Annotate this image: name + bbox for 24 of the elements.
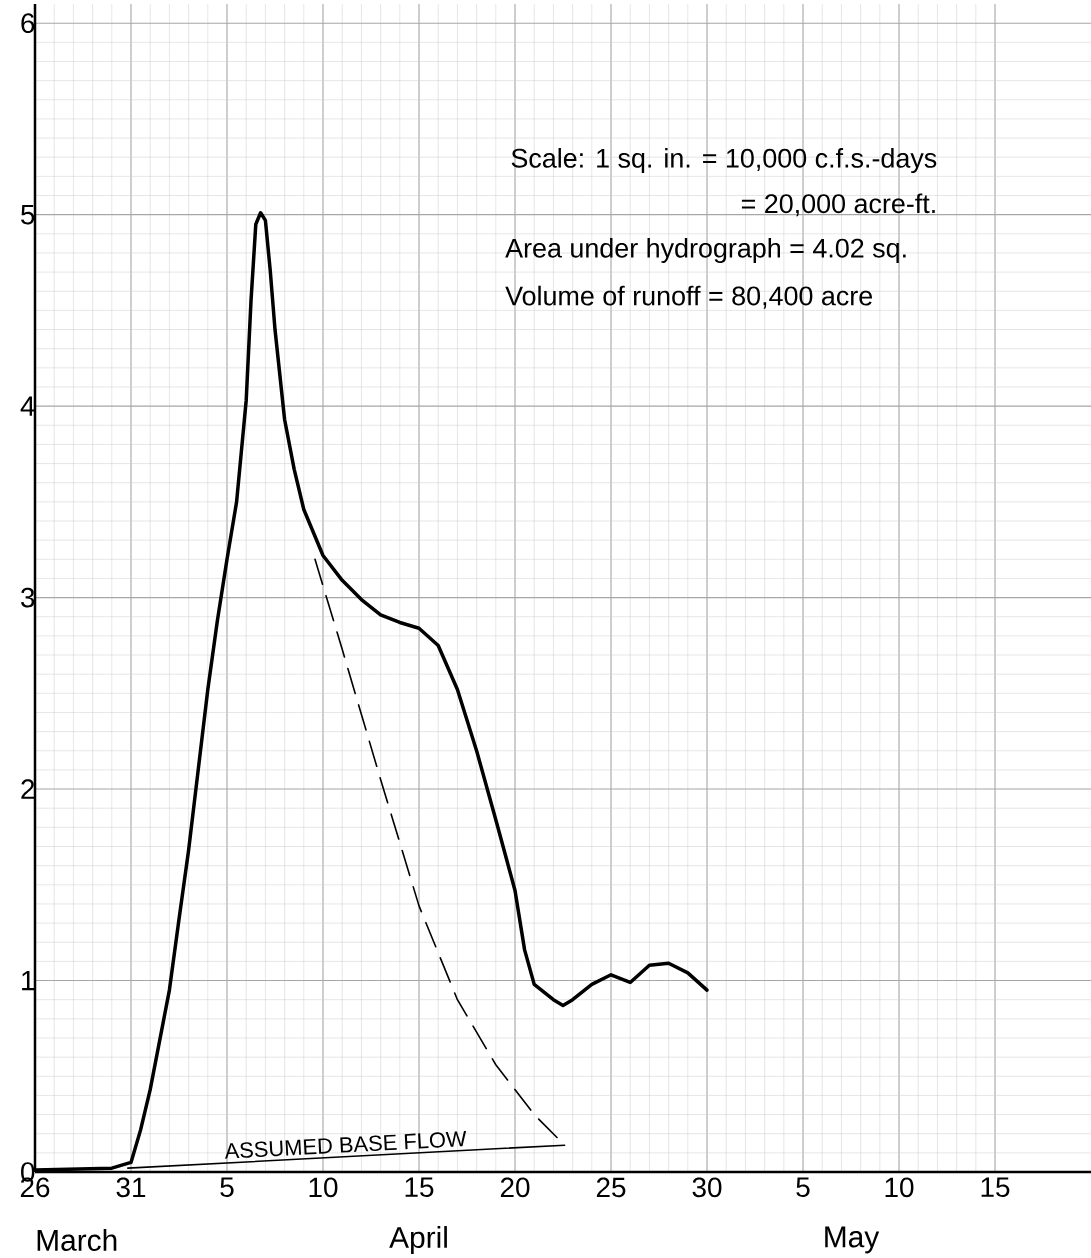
x-tick-label: 10: [885, 1177, 914, 1198]
x-tick-label: 10: [309, 1177, 338, 1198]
x-tick-label: 5: [220, 1177, 234, 1197]
x-tick-label: 30: [692, 1177, 722, 1198]
annotation: Scale: 1 sq. in. = 10,000 c.f.s.-days: [511, 148, 937, 174]
x-tick-label: 31: [116, 1177, 146, 1198]
annotation: = 20,000 acre-ft.: [741, 193, 935, 217]
x-tick-label: 15: [981, 1177, 1010, 1197]
y-tick-label: 5: [21, 204, 35, 225]
annotation: Volume of runoff = 80,400 acre: [505, 285, 872, 309]
x-tick-label: 25: [596, 1177, 626, 1198]
y-tick-label: 6: [21, 13, 35, 34]
x-tick-label: 15: [405, 1177, 434, 1197]
text: April: [389, 1226, 447, 1254]
y-tick-label: 4: [20, 396, 35, 416]
annotation: Area under hydrograph = 4.02 sq.: [505, 237, 906, 264]
series-label: ASSUMED BASE FLOW: [225, 1130, 467, 1159]
text: May: [825, 1226, 880, 1254]
y-tick-label: 3: [21, 587, 35, 608]
y-tick-label: 2: [21, 779, 35, 799]
x-tick-label: 20: [500, 1177, 530, 1198]
y-tick-label: 1: [22, 970, 35, 991]
x-tick-label: 5: [796, 1177, 810, 1197]
text: March: [37, 1229, 117, 1251]
